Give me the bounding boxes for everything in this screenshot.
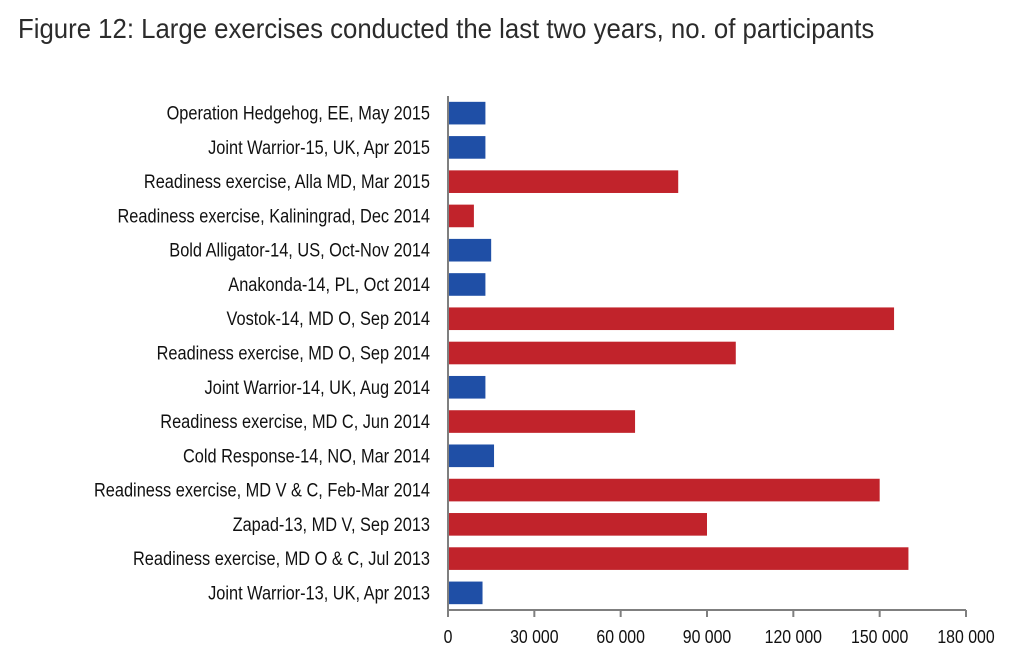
x-tick-label: 0 [444, 627, 453, 647]
category-label: Readiness exercise, Alla MD, Mar 2015 [144, 172, 430, 193]
chart-title: Figure 12: Large exercises conducted the… [18, 13, 875, 44]
category-label: Bold Alligator-14, US, Oct-Nov 2014 [169, 241, 430, 262]
category-label: Vostok-14, MD O, Sep 2014 [227, 309, 431, 330]
category-label: Joint Warrior-15, UK, Apr 2015 [208, 138, 430, 159]
category-label: Readiness exercise, Kaliningrad, Dec 201… [118, 206, 431, 227]
bar [449, 444, 495, 468]
x-tick-label: 120 000 [765, 627, 822, 647]
x-tick-label: 60 000 [596, 627, 645, 647]
bar [449, 170, 679, 193]
category-label: Operation Hedgehog, EE, May 2015 [167, 104, 430, 125]
category-label: Readiness exercise, MD C, Jun 2014 [160, 412, 430, 433]
bar [449, 375, 486, 399]
bar [449, 410, 636, 433]
category-label: Anakonda-14, PL, Oct 2014 [228, 275, 430, 296]
bar [449, 136, 486, 159]
x-tick-label: 150 000 [851, 627, 908, 647]
bar [449, 478, 880, 502]
bar [449, 238, 492, 262]
x-tick-label: 90 000 [683, 627, 732, 647]
category-label: Readiness exercise, MD O, Sep 2014 [157, 344, 431, 365]
category-label: Readiness exercise, MD V & C, Feb-Mar 20… [94, 481, 430, 502]
bar [449, 273, 486, 296]
bar [449, 204, 474, 228]
x-tick-label: 30 000 [510, 627, 559, 647]
category-label: Zapad-13, MD V, Sep 2013 [233, 515, 430, 536]
bar [449, 341, 736, 365]
bar [449, 513, 707, 536]
x-tick-label: 180 000 [937, 627, 994, 647]
bar [449, 307, 895, 331]
bar [449, 547, 909, 570]
category-label: Cold Response-14, NO, Mar 2014 [183, 446, 430, 467]
category-label: Joint Warrior-14, UK, Aug 2014 [205, 378, 431, 399]
bar [449, 101, 486, 125]
category-label: Readiness exercise, MD O & C, Jul 2013 [133, 549, 430, 570]
category-label: Joint Warrior-13, UK, Apr 2013 [208, 583, 430, 604]
bar [449, 581, 483, 605]
